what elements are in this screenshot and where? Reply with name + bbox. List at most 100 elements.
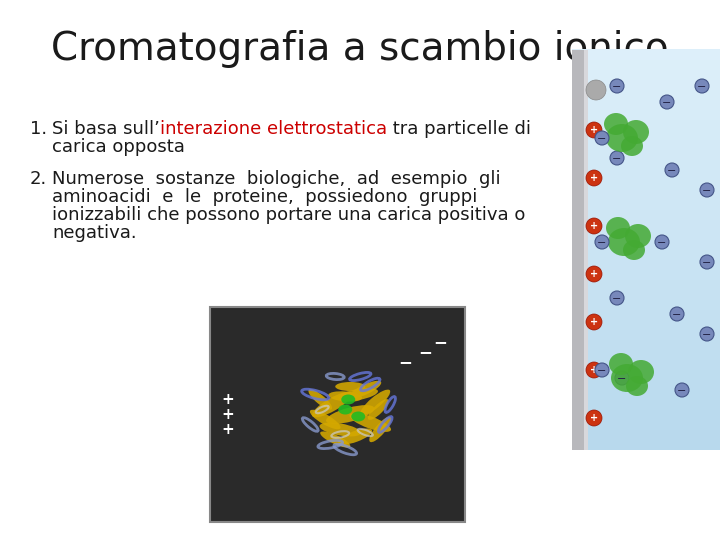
Bar	[572, 49, 720, 60]
Text: ionizzabili che possono portare una carica positiva o: ionizzabili che possono portare una cari…	[52, 206, 526, 224]
Bar	[572, 279, 720, 290]
Text: +: +	[590, 125, 598, 135]
Circle shape	[595, 235, 609, 249]
Circle shape	[586, 314, 602, 330]
Ellipse shape	[320, 423, 361, 436]
Bar	[572, 169, 720, 180]
Text: +: +	[590, 365, 598, 375]
Bar	[572, 299, 720, 310]
Circle shape	[610, 291, 624, 305]
Bar	[572, 50, 588, 450]
Bar	[572, 119, 720, 130]
Ellipse shape	[604, 113, 628, 135]
Bar	[572, 139, 720, 150]
Ellipse shape	[338, 428, 372, 444]
Text: −: −	[657, 238, 667, 248]
Text: aminoacidi  e  le  proteine,  possiedono  gruppi: aminoacidi e le proteine, possiedono gru…	[52, 188, 477, 206]
Circle shape	[586, 122, 602, 138]
Bar	[572, 59, 720, 70]
Bar	[572, 89, 720, 100]
Text: −: −	[598, 134, 607, 144]
Circle shape	[586, 266, 602, 282]
Ellipse shape	[312, 392, 352, 417]
Bar	[572, 129, 720, 140]
Text: Si basa sull’: Si basa sull’	[52, 120, 160, 138]
Text: +: +	[590, 269, 598, 279]
Ellipse shape	[606, 217, 630, 239]
Bar	[572, 69, 720, 80]
Text: −: −	[612, 82, 621, 92]
Text: Cromatografia a scambio ionico: Cromatografia a scambio ionico	[51, 30, 669, 68]
Text: −: −	[702, 258, 711, 268]
Ellipse shape	[621, 136, 643, 156]
Circle shape	[700, 183, 714, 197]
Ellipse shape	[625, 224, 651, 248]
Circle shape	[670, 307, 684, 321]
Text: +: +	[590, 221, 598, 231]
Bar	[572, 149, 720, 160]
Circle shape	[610, 79, 624, 93]
Text: −: −	[612, 294, 621, 304]
Text: Numerose  sostanze  biologiche,  ad  esempio  gli: Numerose sostanze biologiche, ad esempio…	[52, 170, 500, 188]
Bar	[572, 339, 720, 350]
Bar	[572, 199, 720, 210]
Text: interazione elettrostatica: interazione elettrostatica	[160, 120, 387, 138]
Circle shape	[610, 151, 624, 165]
Text: −: −	[662, 98, 672, 108]
Text: 2.: 2.	[30, 170, 48, 188]
Bar	[572, 379, 720, 390]
Ellipse shape	[623, 120, 649, 144]
Text: +: +	[590, 173, 598, 183]
Bar	[572, 209, 720, 220]
Bar	[572, 349, 720, 360]
Ellipse shape	[308, 389, 332, 410]
Circle shape	[675, 383, 689, 397]
Bar	[210, 307, 465, 522]
Circle shape	[655, 235, 669, 249]
Circle shape	[586, 218, 602, 234]
Ellipse shape	[609, 353, 633, 375]
Text: +: +	[222, 407, 235, 422]
Ellipse shape	[320, 431, 351, 448]
Ellipse shape	[368, 399, 389, 420]
Text: −: −	[598, 366, 607, 376]
Ellipse shape	[349, 381, 382, 398]
Bar	[572, 249, 720, 260]
Bar	[572, 429, 720, 440]
Ellipse shape	[628, 360, 654, 384]
Circle shape	[595, 131, 609, 145]
Bar	[572, 389, 720, 400]
Bar	[572, 319, 720, 330]
Bar	[572, 409, 720, 420]
Text: −: −	[678, 386, 687, 396]
Bar	[572, 369, 720, 380]
Ellipse shape	[326, 405, 374, 424]
Ellipse shape	[351, 411, 365, 422]
Text: −: −	[598, 238, 607, 248]
Text: −: −	[667, 166, 677, 176]
Bar	[572, 229, 720, 240]
Circle shape	[595, 363, 609, 377]
Text: −: −	[433, 333, 447, 351]
Circle shape	[615, 371, 629, 385]
Text: +: +	[590, 413, 598, 423]
Bar	[572, 419, 720, 430]
Bar	[572, 189, 720, 200]
Bar	[572, 179, 720, 190]
Ellipse shape	[338, 388, 378, 401]
Text: 1.: 1.	[30, 120, 47, 138]
Bar	[572, 159, 720, 170]
Ellipse shape	[360, 389, 390, 415]
Bar	[572, 329, 720, 340]
Circle shape	[695, 79, 709, 93]
Circle shape	[700, 255, 714, 269]
Text: negativa.: negativa.	[52, 224, 137, 242]
Text: −: −	[672, 310, 682, 320]
Ellipse shape	[336, 382, 365, 391]
Text: −: −	[612, 154, 621, 164]
Text: +: +	[590, 317, 598, 327]
Bar	[572, 259, 720, 270]
Bar	[572, 399, 720, 410]
Text: −: −	[398, 353, 412, 371]
Circle shape	[700, 327, 714, 341]
